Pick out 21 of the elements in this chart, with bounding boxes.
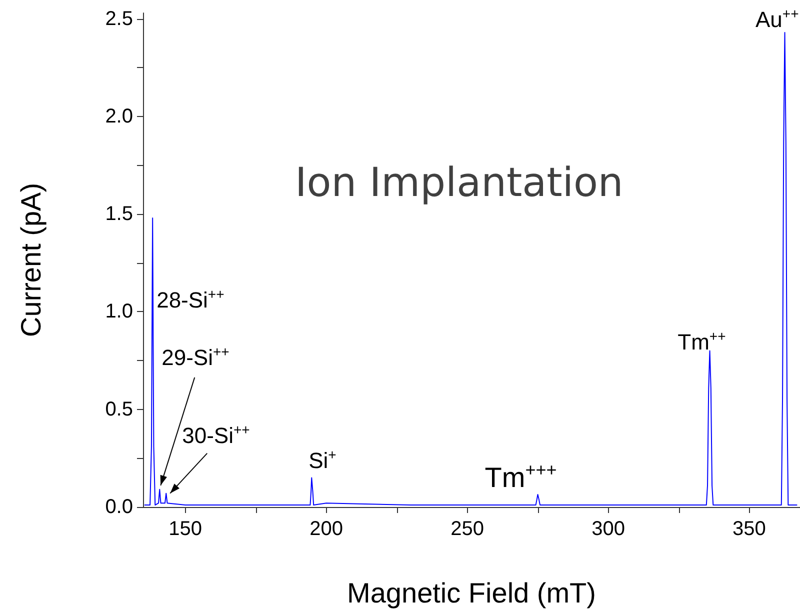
- annotation: Si+: [308, 446, 336, 474]
- y-tick-label: 0.0: [105, 496, 133, 518]
- y-tick-label: 0.5: [105, 398, 133, 420]
- text: Ion Implantation: [295, 160, 624, 206]
- x-tick-label: 300: [592, 518, 625, 540]
- annotation: 29-Si++: [162, 343, 230, 370]
- y-axis-title: Current (pA): [16, 182, 46, 338]
- annotation: Tm++: [678, 328, 726, 354]
- annotation: Tm+++: [484, 460, 557, 494]
- x-tick-label: 200: [310, 518, 343, 540]
- y-tick-label: 1.0: [105, 300, 133, 323]
- annotation: Au++: [756, 6, 799, 32]
- x-axis-title: Magnetic Field (mT): [347, 578, 596, 608]
- x-tick-label: 250: [450, 518, 484, 540]
- y-tick-label: 1.5: [105, 203, 133, 226]
- x-tick-label: 350: [732, 518, 766, 540]
- annotation: 28-Si++: [156, 286, 224, 313]
- annotation: 30-Si++: [182, 421, 250, 448]
- y-tick-label: 2.0: [105, 105, 133, 128]
- x-tick-label: 150: [168, 518, 202, 540]
- y-tick-label: 2.5: [105, 8, 133, 30]
